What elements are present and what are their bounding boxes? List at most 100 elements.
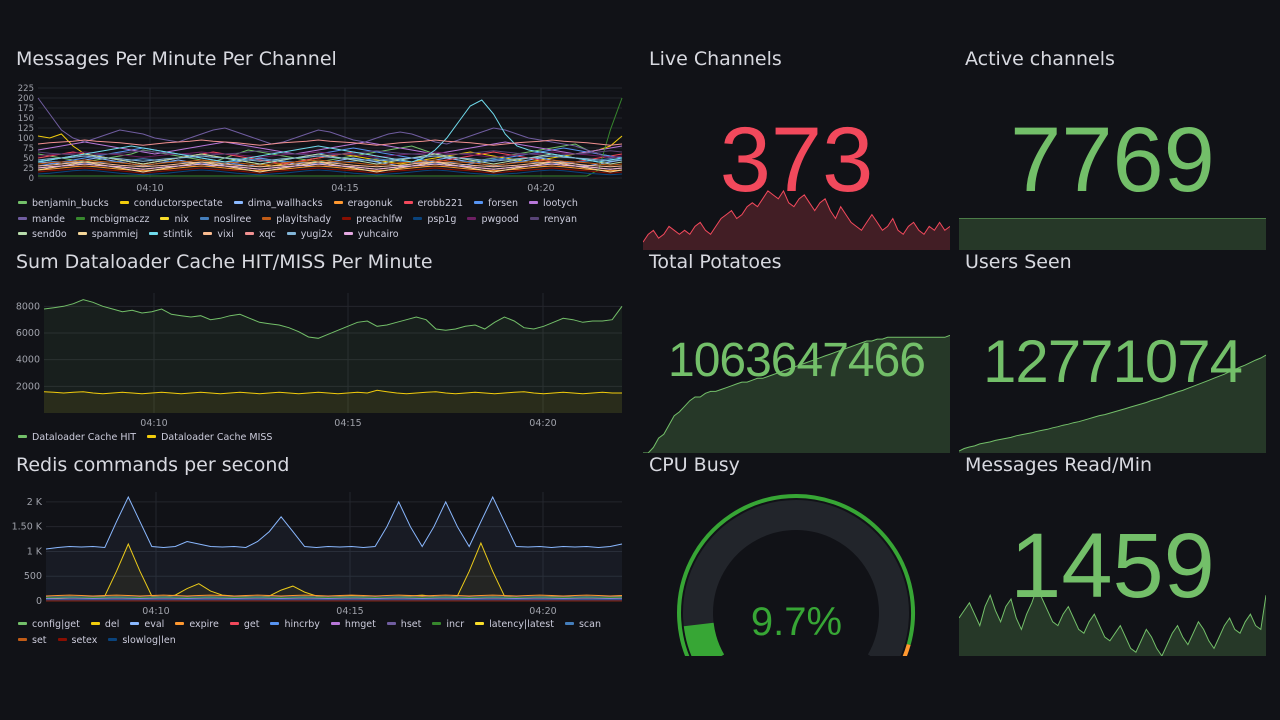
legend-item-dataloader-cache-hit[interactable]: Dataloader Cache HIT: [18, 430, 136, 446]
messages-legend: benjamin_bucks conductorspectate dima_wall…: [18, 196, 628, 243]
legend-label: get: [243, 619, 260, 630]
legend-item-xqc[interactable]: xqc: [244, 227, 276, 243]
legend-label: nix: [174, 213, 189, 225]
series-line-dataloader-cache-miss[interactable]: [43, 389, 622, 395]
legend-item-get[interactable]: get: [229, 617, 260, 633]
legend-item-pwgood[interactable]: pwgood: [467, 212, 519, 228]
legend-item-spammiej[interactable]: spammiej: [77, 227, 138, 243]
legend-item-send0o[interactable]: send0o: [18, 227, 67, 243]
legend-item-hmget[interactable]: hmget: [330, 617, 376, 633]
stat-value: 12771074: [983, 328, 1243, 395]
live-channels-sparkline: [643, 189, 950, 250]
panel-title[interactable]: Messages Per Minute Per Channel: [16, 48, 337, 70]
legend-item-hset[interactable]: hset: [386, 617, 421, 633]
panel-title[interactable]: CPU Busy: [649, 454, 740, 476]
legend-item-erobb221[interactable]: erobb221: [403, 196, 463, 212]
legend-label: mcbigmaczz: [89, 213, 150, 225]
legend-item-mande[interactable]: mande: [18, 212, 65, 228]
series-line-eval[interactable]: [45, 495, 623, 550]
legend-label: xqc: [258, 229, 276, 240]
legend-item-mcbigmaczz[interactable]: mcbigmaczz: [75, 212, 150, 228]
legend-item-dataloader-cache-miss[interactable]: Dataloader Cache MISS: [147, 430, 272, 446]
legend-swatch: [233, 201, 243, 204]
series-line-stintik[interactable]: [37, 99, 623, 163]
panel-title[interactable]: Total Potatoes: [649, 251, 782, 273]
legend-item-stintik[interactable]: stintik: [149, 227, 192, 243]
series-line-renyan[interactable]: [37, 150, 623, 157]
series-line-yugi2x[interactable]: [37, 155, 623, 162]
legend-swatch: [262, 216, 272, 220]
legend-label: eragonuk: [347, 198, 393, 209]
series-line-incr[interactable]: [45, 596, 623, 599]
y-tick-label: 1.50 K: [12, 522, 43, 533]
stat-value: 1459: [1010, 515, 1215, 617]
redis-chart[interactable]: 0 500 1 K 1.50 K 2 K 04:10 04:15 04:20: [10, 486, 634, 636]
legend-label: benjamin_bucks: [32, 198, 109, 209]
legend-item-set[interactable]: set: [18, 633, 47, 649]
legend-item-forsen[interactable]: forsen: [474, 196, 518, 212]
y-tick-label: 2 K: [27, 497, 43, 508]
legend-label: pwgood: [481, 213, 519, 225]
legend-label: lootych: [543, 198, 578, 209]
legend-label: renyan: [543, 213, 577, 225]
series-line-xqc[interactable]: [37, 139, 623, 146]
legend-item-latency-latest[interactable]: latency|latest: [475, 617, 554, 633]
legend-label: Dataloader Cache MISS: [161, 432, 273, 443]
series-line-pwgood[interactable]: [37, 151, 623, 158]
legend-item-del[interactable]: del: [90, 617, 119, 633]
legend-item-conductorspectate[interactable]: conductorspectate: [119, 196, 223, 212]
legend-item-eragonuk[interactable]: eragonuk: [333, 196, 393, 212]
panel-title[interactable]: Live Channels: [649, 48, 782, 70]
legend-item-incr[interactable]: incr: [432, 617, 464, 633]
series-line-psp1g[interactable]: [37, 169, 623, 176]
series-line-dataloader-cache-hit[interactable]: [43, 299, 623, 339]
legend-label: mande: [32, 213, 65, 225]
legend-item-dima-wallhacks[interactable]: dima_wallhacks: [233, 196, 323, 212]
legend-label: incr: [446, 619, 465, 630]
legend-item-config-get[interactable]: config|get: [18, 617, 80, 633]
series-line-benjamin-bucks[interactable]: [37, 143, 623, 163]
cache-chart[interactable]: 2000 4000 6000 8000 04:10 04:15 04:20: [10, 283, 634, 433]
panel-title[interactable]: Active channels: [965, 48, 1115, 70]
x-tick-label: 04:15: [331, 183, 358, 194]
legend-item-nosliree[interactable]: nosliree: [199, 212, 251, 228]
legend-item-yuhcairo[interactable]: yuhcairo: [343, 227, 399, 243]
panel-title[interactable]: Sum Dataloader Cache HIT/MISS Per Minute: [16, 251, 433, 273]
legend-item-expire[interactable]: expire: [175, 617, 219, 633]
series-line-expire[interactable]: [45, 594, 623, 597]
series-line-mande[interactable]: [37, 97, 623, 159]
legend-label: vixi: [217, 229, 234, 240]
series-area-del: [46, 543, 622, 601]
legend-item-eval[interactable]: eval: [130, 617, 164, 633]
legend-swatch: [147, 435, 157, 438]
y-tick-label: 6000: [16, 328, 40, 339]
x-tick-label: 04:10: [142, 606, 169, 617]
legend-item-hincrby[interactable]: hincrby: [270, 617, 320, 633]
legend-item-scan[interactable]: scan: [564, 617, 601, 633]
legend-swatch: [330, 622, 340, 625]
panel-title[interactable]: Messages Read/Min: [965, 454, 1153, 476]
legend-item-playitshady[interactable]: playitshady: [262, 212, 331, 228]
legend-item-preachlfw[interactable]: preachlfw: [342, 212, 402, 228]
legend-item-psp1g[interactable]: psp1g: [413, 212, 456, 228]
legend-item-setex[interactable]: setex: [57, 633, 97, 649]
legend-item-slowlog-len[interactable]: slowlog|len: [108, 633, 176, 649]
series-line-preachlfw[interactable]: [37, 167, 623, 174]
stat-value: 373: [719, 109, 874, 211]
gauge-value-arc: [683, 622, 725, 656]
series-line-playitshady[interactable]: [37, 159, 623, 166]
legend-swatch: [475, 622, 485, 625]
series-line-mcbigmaczz[interactable]: [38, 97, 623, 177]
panel-title[interactable]: Redis commands per second: [16, 454, 290, 476]
legend-item-lootych[interactable]: lootych: [529, 196, 578, 212]
series-line-vixi[interactable]: [37, 161, 623, 168]
legend-item-yugi2x[interactable]: yugi2x: [286, 227, 333, 243]
legend-item-nix[interactable]: nix: [160, 212, 189, 228]
legend-swatch: [18, 435, 27, 438]
panel-title[interactable]: Users Seen: [965, 251, 1072, 273]
legend-item-vixi[interactable]: vixi: [203, 227, 234, 243]
legend-item-renyan[interactable]: renyan: [529, 212, 577, 228]
legend-item-benjamin-bucks[interactable]: benjamin_bucks: [18, 196, 109, 212]
series-line-yuhcairo[interactable]: [37, 163, 623, 170]
